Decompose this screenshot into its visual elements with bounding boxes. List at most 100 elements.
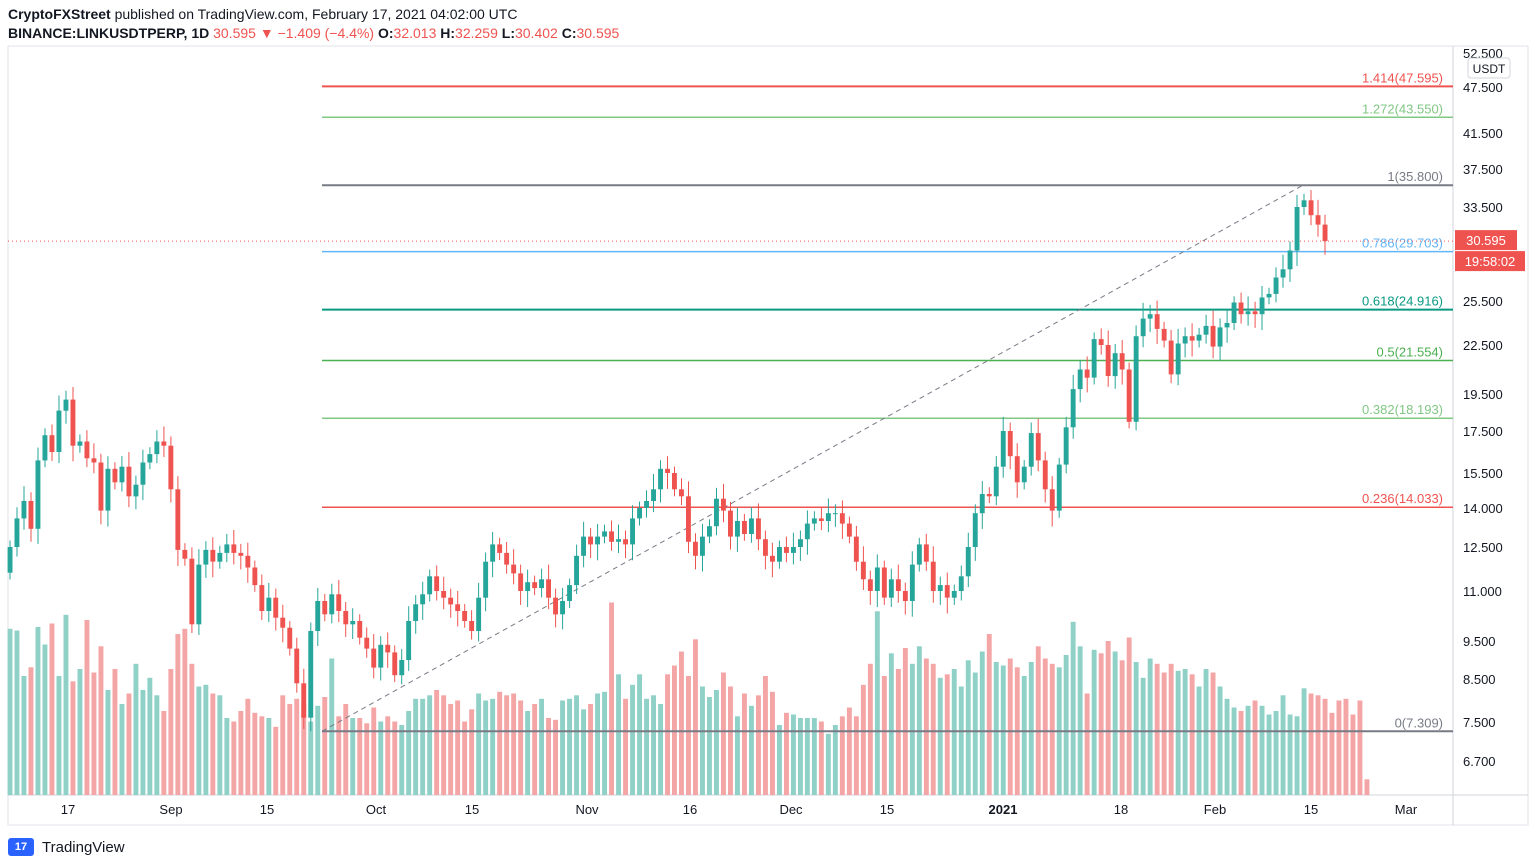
candle xyxy=(119,456,125,492)
candle-body xyxy=(609,531,614,542)
candle-body xyxy=(378,644,384,668)
symbol-name[interactable]: BINANCE:LINKUSDTPERP, 1D xyxy=(8,25,210,41)
candle xyxy=(1091,332,1097,385)
candle-body xyxy=(140,462,146,485)
candle xyxy=(518,564,524,605)
candle-body xyxy=(455,604,461,611)
candle-body xyxy=(91,458,97,463)
volume-bar xyxy=(1273,711,1279,795)
candle-body xyxy=(245,555,251,568)
candle xyxy=(665,456,670,489)
time-tick-label: 18 xyxy=(1114,802,1128,817)
volume-bar xyxy=(735,716,740,796)
candles xyxy=(7,190,1328,732)
candle xyxy=(637,501,642,526)
candle-body xyxy=(853,536,859,562)
candle-body xyxy=(1196,334,1202,341)
candle xyxy=(1063,416,1069,474)
candle xyxy=(672,466,677,497)
volume-bar xyxy=(784,712,789,796)
volume-bar xyxy=(1154,663,1160,796)
candle-body xyxy=(399,660,405,676)
candle-body xyxy=(721,498,726,511)
last-price-badge-text: 30.595 xyxy=(1466,233,1506,248)
candle xyxy=(434,565,440,601)
candle xyxy=(1168,329,1174,384)
publisher-name[interactable]: CryptoFXStreet xyxy=(8,6,111,22)
candle xyxy=(476,582,482,642)
candle xyxy=(301,668,307,729)
candle xyxy=(1084,356,1090,393)
volume-bar xyxy=(665,674,670,796)
candle xyxy=(147,447,153,470)
brand-name[interactable]: TradingView xyxy=(42,838,125,856)
trendline-dashed[interactable] xyxy=(321,184,1304,732)
candle-body xyxy=(70,399,76,446)
candle-body xyxy=(84,441,90,459)
candle-body xyxy=(1217,327,1223,347)
candle xyxy=(1210,310,1216,359)
candle xyxy=(1231,296,1237,330)
currency-label: USDT xyxy=(1473,62,1506,76)
volume-bar xyxy=(1140,677,1146,796)
candle-body xyxy=(1210,325,1216,347)
candle xyxy=(700,523,705,572)
candle xyxy=(182,543,188,566)
candle xyxy=(707,519,712,544)
price-axis[interactable]: 52.500 47.500 41.500 37.500 33.500 25.500 22.5… xyxy=(1463,46,1511,769)
candle xyxy=(567,578,572,609)
candle-body xyxy=(413,604,419,621)
volume-bar xyxy=(189,663,195,796)
fibonacci-retracement[interactable]: 1.414(47.595) 1.272(43.550) 1(35.800) 0.786… xyxy=(322,70,1453,733)
candle xyxy=(280,604,286,643)
candle-body xyxy=(1322,224,1328,242)
candle xyxy=(881,560,887,605)
candle-body xyxy=(1021,466,1027,483)
candle-body xyxy=(637,508,642,519)
candle-body xyxy=(1126,369,1132,422)
volume-bar xyxy=(588,704,593,795)
volume-bar xyxy=(839,716,845,796)
candle xyxy=(1035,418,1041,472)
currency-button[interactable] xyxy=(1467,57,1511,79)
candle xyxy=(364,627,370,658)
candle-body xyxy=(357,621,363,638)
time-axis[interactable]: 17 Sep 15 Oct 15 Nov 16 Dec 15 2021 18 Feb 15 Mar xyxy=(61,802,1418,817)
trendline[interactable] xyxy=(8,184,1453,732)
price-labels: 30.595 19:58:02 xyxy=(1455,230,1525,272)
candle-body xyxy=(238,552,244,556)
time-tick-label: 17 xyxy=(61,802,75,817)
volume-bar xyxy=(532,704,538,795)
candle-body xyxy=(336,594,342,611)
candle-body xyxy=(867,579,873,591)
price-tick-label: 15.500 xyxy=(1463,466,1503,481)
candle xyxy=(791,532,796,565)
candle xyxy=(784,536,789,563)
candle-body xyxy=(777,547,782,562)
candle-body xyxy=(266,597,272,611)
volume-bar xyxy=(1168,663,1174,796)
candle-body xyxy=(406,621,412,660)
candle-body xyxy=(1287,250,1293,270)
volume-bar xyxy=(686,676,691,795)
candle-body xyxy=(895,579,901,591)
volume-bar xyxy=(1126,637,1132,795)
candle xyxy=(770,542,775,578)
candle xyxy=(1014,443,1020,498)
last-price: 30.595 xyxy=(213,25,256,41)
volume-bar xyxy=(804,718,810,795)
candle-body xyxy=(350,621,356,625)
candle-body xyxy=(301,683,307,718)
volume-bar xyxy=(923,658,929,795)
candle xyxy=(846,516,852,544)
candle-body xyxy=(644,501,649,508)
candle-body xyxy=(1189,336,1195,341)
volume-bar xyxy=(916,646,922,796)
volume-bar xyxy=(399,725,405,795)
volume-bar xyxy=(1035,646,1041,796)
candle-body xyxy=(1084,369,1090,378)
volume-bar xyxy=(546,718,551,795)
candle xyxy=(329,583,335,624)
candle-body xyxy=(1182,336,1188,344)
